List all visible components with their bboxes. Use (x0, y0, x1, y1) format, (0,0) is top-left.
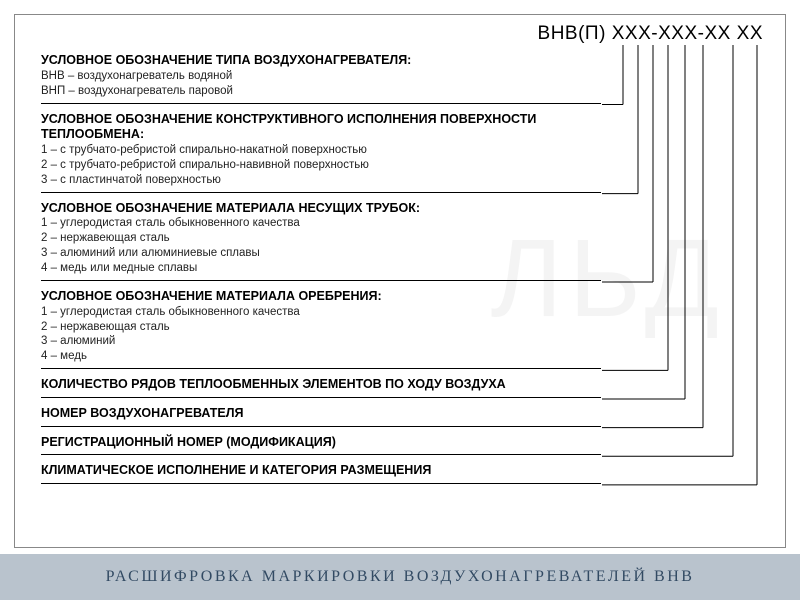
section-title: УСЛОВНОЕ ОБОЗНАЧЕНИЕ ТИПА ВОЗДУХОНАГРЕВА… (41, 53, 601, 69)
section-1: УСЛОВНОЕ ОБОЗНАЧЕНИЕ КОНСТРУКТИВНОГО ИСП… (41, 112, 601, 193)
section-2: УСЛОВНОЕ ОБОЗНАЧЕНИЕ МАТЕРИАЛА НЕСУЩИХ Т… (41, 201, 601, 281)
section-item: ВНП – воздухонагреватель паровой (41, 84, 601, 99)
section-item: 3 – с пластинчатой поверхностью (41, 173, 601, 188)
section-item: 4 – медь (41, 349, 601, 364)
footer-bar: РАСШИФРОВКА МАРКИРОВКИ ВОЗДУХОНАГРЕВАТЕЛ… (0, 554, 800, 600)
section-title: УСЛОВНОЕ ОБОЗНАЧЕНИЕ МАТЕРИАЛА НЕСУЩИХ Т… (41, 201, 601, 217)
section-item: 3 – алюминий (41, 334, 601, 349)
section-item: 3 – алюминий или алюминиевые сплавы (41, 246, 601, 261)
section-7: КЛИМАТИЧЕСКОЕ ИСПОЛНЕНИЕ И КАТЕГОРИЯ РАЗ… (41, 463, 601, 484)
section-0: УСЛОВНОЕ ОБОЗНАЧЕНИЕ ТИПА ВОЗДУХОНАГРЕВА… (41, 53, 601, 104)
section-5: НОМЕР ВОЗДУХОНАГРЕВАТЕЛЯ (41, 406, 601, 427)
section-3: УСЛОВНОЕ ОБОЗНАЧЕНИЕ МАТЕРИАЛА ОРЕБРЕНИЯ… (41, 289, 601, 369)
section-title: УСЛОВНОЕ ОБОЗНАЧЕНИЕ КОНСТРУКТИВНОГО ИСП… (41, 112, 601, 143)
section-4: КОЛИЧЕСТВО РЯДОВ ТЕПЛООБМЕННЫХ ЭЛЕМЕНТОВ… (41, 377, 601, 398)
section-title: КОЛИЧЕСТВО РЯДОВ ТЕПЛООБМЕННЫХ ЭЛЕМЕНТОВ… (41, 377, 601, 393)
marking-code: ВНВ(П) ХХХ-ХХХ-ХХ ХХ (538, 23, 763, 45)
section-item: 2 – нержавеющая сталь (41, 231, 601, 246)
section-item: 1 – углеродистая сталь обыкновенного кач… (41, 305, 601, 320)
section-6: РЕГИСТРАЦИОННЫЙ НОМЕР (МОДИФИКАЦИЯ) (41, 435, 601, 456)
section-item: 2 – с трубчато-ребристой спирально-навив… (41, 158, 601, 173)
section-item: ВНВ – воздухонагреватель водяной (41, 69, 601, 84)
diagram-frame: ВНВ(П) ХХХ-ХХХ-ХХ ХХ ЛЬД УСЛОВНОЕ ОБОЗНА… (14, 14, 786, 548)
section-item: 1 – с трубчато-ребристой спирально-накат… (41, 143, 601, 158)
section-item: 1 – углеродистая сталь обыкновенного кач… (41, 216, 601, 231)
sections-column: УСЛОВНОЕ ОБОЗНАЧЕНИЕ ТИПА ВОЗДУХОНАГРЕВА… (41, 53, 601, 484)
footer-title: РАСШИФРОВКА МАРКИРОВКИ ВОЗДУХОНАГРЕВАТЕЛ… (106, 568, 695, 586)
section-title: НОМЕР ВОЗДУХОНАГРЕВАТЕЛЯ (41, 406, 601, 422)
section-title: УСЛОВНОЕ ОБОЗНАЧЕНИЕ МАТЕРИАЛА ОРЕБРЕНИЯ… (41, 289, 601, 305)
section-item: 4 – медь или медные сплавы (41, 261, 601, 276)
section-title: РЕГИСТРАЦИОННЫЙ НОМЕР (МОДИФИКАЦИЯ) (41, 435, 601, 451)
section-title: КЛИМАТИЧЕСКОЕ ИСПОЛНЕНИЕ И КАТЕГОРИЯ РАЗ… (41, 463, 601, 479)
section-item: 2 – нержавеющая сталь (41, 320, 601, 335)
